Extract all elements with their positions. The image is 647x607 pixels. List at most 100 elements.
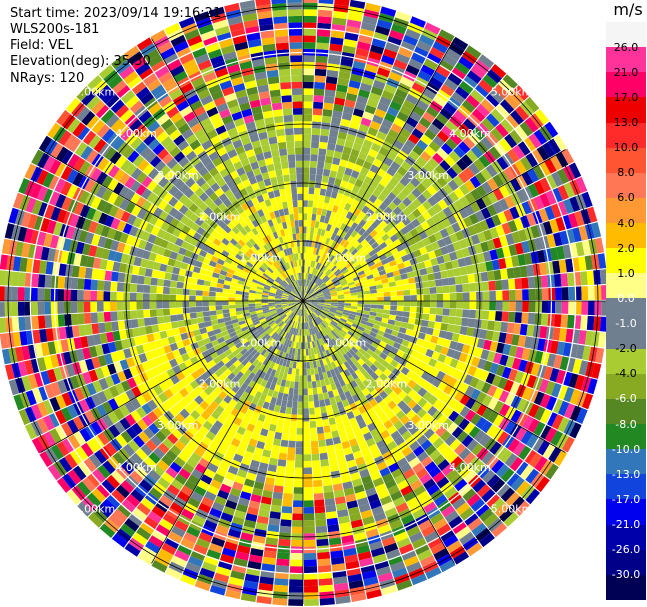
velocity-gate <box>303 75 314 82</box>
velocity-gate <box>277 320 283 326</box>
velocity-gate <box>361 231 370 239</box>
velocity-gate <box>376 344 385 352</box>
velocity-gate <box>303 316 306 323</box>
velocity-gate <box>95 185 107 199</box>
velocity-gate <box>502 343 512 356</box>
velocity-gate <box>294 288 299 295</box>
velocity-gate <box>142 250 151 260</box>
velocity-gate <box>423 301 431 308</box>
velocity-gate <box>479 532 495 548</box>
velocity-gate <box>549 247 559 261</box>
velocity-gate <box>366 208 375 218</box>
velocity-gate <box>421 253 430 262</box>
velocity-gate <box>377 301 384 305</box>
velocity-gate <box>322 337 328 344</box>
velocity-gate <box>327 333 334 340</box>
velocity-gate <box>253 481 265 490</box>
velocity-gate <box>162 286 170 294</box>
velocity-gate <box>315 55 328 64</box>
velocity-gate <box>328 355 334 363</box>
velocity-gate <box>256 309 263 314</box>
velocity-gate <box>308 187 315 195</box>
velocity-gate <box>303 309 305 317</box>
velocity-gate <box>408 424 419 436</box>
velocity-gate <box>283 420 291 428</box>
velocity-gate <box>309 328 312 336</box>
velocity-gate <box>325 76 338 85</box>
velocity-gate <box>395 53 411 65</box>
velocity-gate <box>343 38 358 48</box>
velocity-gate <box>373 233 382 242</box>
velocity-gate <box>168 196 179 207</box>
velocity-gate <box>284 317 290 323</box>
velocity-gate <box>376 168 387 178</box>
velocity-gate <box>291 539 303 547</box>
velocity-gate <box>147 411 159 423</box>
velocity-gate <box>348 176 357 185</box>
velocity-gate <box>575 241 585 257</box>
velocity-gate <box>314 187 321 195</box>
velocity-gate <box>103 311 111 322</box>
velocity-gate <box>36 169 49 185</box>
velocity-gate <box>235 222 244 231</box>
velocity-gate <box>66 489 82 506</box>
velocity-gate <box>223 280 231 286</box>
velocity-gate <box>258 266 266 273</box>
velocity-gate <box>279 273 286 280</box>
velocity-gate <box>466 439 479 452</box>
velocity-gate <box>19 331 28 346</box>
velocity-gate <box>86 492 102 508</box>
velocity-gate <box>441 315 450 324</box>
velocity-gate <box>555 369 566 385</box>
velocity-gate <box>420 221 430 231</box>
velocity-gate <box>324 196 331 204</box>
velocity-gate <box>77 501 92 517</box>
velocity-gate <box>396 305 404 312</box>
velocity-gate <box>222 297 229 301</box>
velocity-gate <box>292 513 303 521</box>
velocity-gate <box>169 301 176 308</box>
velocity-gate <box>221 547 236 558</box>
velocity-gate <box>349 311 357 315</box>
velocity-gate <box>198 273 206 280</box>
velocity-gate <box>392 252 401 260</box>
velocity-gate <box>462 301 470 310</box>
velocity-gate <box>449 251 458 261</box>
velocity-gate <box>169 251 178 260</box>
velocity-gate <box>393 117 406 128</box>
velocity-gate <box>502 245 511 258</box>
velocity-gate <box>138 431 150 444</box>
velocity-gate <box>191 370 201 380</box>
velocity-gate <box>193 207 204 217</box>
velocity-gate <box>331 556 345 565</box>
velocity-gate <box>377 524 392 535</box>
velocity-gate <box>326 370 332 378</box>
velocity-gate <box>434 248 443 258</box>
velocity-gate <box>358 503 371 513</box>
velocity-gate <box>425 566 442 580</box>
velocity-gate <box>536 145 550 161</box>
velocity-gate <box>330 321 337 327</box>
velocity-gate <box>383 368 392 377</box>
velocity-gate <box>202 311 210 317</box>
velocity-gate <box>153 207 163 218</box>
velocity-gate <box>313 479 323 488</box>
velocity-gate <box>143 380 153 391</box>
velocity-gate <box>471 443 484 456</box>
velocity-gate <box>299 375 303 382</box>
velocity-gate <box>316 538 329 547</box>
velocity-gate <box>217 278 225 285</box>
velocity-gate <box>500 487 515 502</box>
velocity-gate <box>497 431 510 445</box>
velocity-gate <box>503 209 514 222</box>
velocity-gate <box>309 174 316 181</box>
velocity-gate <box>500 321 509 333</box>
velocity-gate <box>362 515 375 526</box>
velocity-gate <box>305 286 308 293</box>
velocity-gate <box>537 440 550 456</box>
velocity-gate <box>363 290 371 295</box>
velocity-gate <box>223 368 232 377</box>
velocity-gate <box>116 311 125 321</box>
velocity-gate <box>320 406 327 414</box>
velocity-gate <box>278 538 291 547</box>
